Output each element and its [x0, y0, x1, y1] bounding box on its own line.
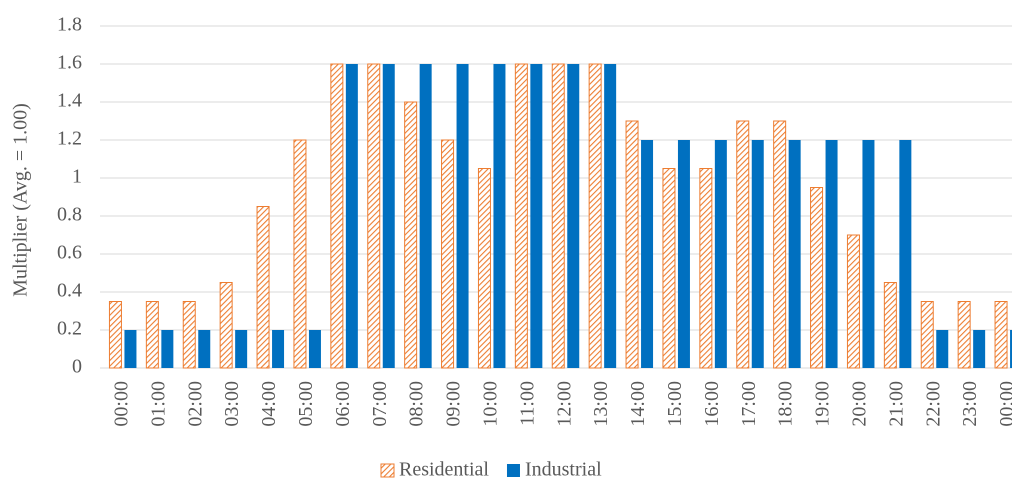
- x-tick-label: 08:00: [406, 381, 428, 427]
- bar: [272, 330, 285, 368]
- legend-swatch: [380, 463, 395, 478]
- x-tick-label: 06:00: [332, 381, 354, 427]
- x-tick-label: 03:00: [221, 381, 243, 427]
- bar: [345, 64, 358, 368]
- bar: [419, 64, 432, 368]
- bar: [456, 64, 469, 368]
- bar: [973, 330, 986, 368]
- x-tick-label: 05:00: [295, 381, 317, 427]
- bar: [625, 120, 639, 369]
- x-tick-label: 07:00: [369, 381, 391, 427]
- y-tick-label: 0: [72, 356, 82, 378]
- bar: [108, 301, 122, 369]
- bar: [899, 140, 912, 368]
- x-tick-label: 09:00: [443, 381, 465, 427]
- x-tick-label: 11:00: [516, 381, 538, 426]
- x-tick-label: 00:00: [996, 381, 1012, 427]
- x-tick-label: 12:00: [553, 381, 575, 427]
- x-tick-label: 01:00: [147, 381, 169, 427]
- bar: [182, 301, 196, 369]
- x-tick-label: 02:00: [184, 381, 206, 427]
- bar: [1010, 330, 1012, 368]
- x-tick-label: 10:00: [480, 381, 502, 427]
- y-tick-label: 1.4: [57, 90, 82, 112]
- bar: [404, 101, 418, 369]
- y-tick-label: 0.8: [57, 204, 82, 226]
- x-tick-label: 22:00: [922, 381, 944, 427]
- bar: [514, 63, 528, 369]
- x-tick-label: 21:00: [885, 381, 907, 427]
- bar: [788, 140, 801, 368]
- legend-swatch: [506, 464, 520, 477]
- bar: [293, 139, 307, 369]
- bar: [308, 330, 321, 368]
- bar: [367, 63, 381, 369]
- y-tick-label: 0.4: [57, 280, 82, 302]
- bar: [588, 63, 602, 369]
- bar: [145, 301, 159, 369]
- y-axis-title: Multiplier (Avg. = 1.00): [10, 103, 32, 297]
- x-tick-label: 13:00: [590, 381, 612, 427]
- x-tick-label: 23:00: [959, 381, 981, 427]
- bar: [751, 140, 764, 368]
- x-tick-label: 00:00: [111, 381, 133, 427]
- bar: [773, 120, 787, 369]
- y-tick-label: 0.2: [57, 318, 82, 340]
- y-tick-label: 1.6: [57, 52, 82, 74]
- legend-label: Industrial: [525, 459, 602, 481]
- bar: [382, 64, 395, 368]
- bar: [256, 206, 270, 369]
- bar: [920, 301, 934, 369]
- bar: [235, 330, 248, 368]
- bar: [124, 330, 137, 368]
- legend-label: Residential: [399, 459, 489, 481]
- x-tick-label: 14:00: [627, 381, 649, 427]
- bar: [994, 301, 1008, 369]
- bar: [936, 330, 949, 368]
- bar: [662, 168, 676, 369]
- x-tick-label: 17:00: [738, 381, 760, 427]
- bar: [641, 140, 654, 368]
- bar: [825, 140, 838, 368]
- bar: [198, 330, 211, 368]
- bar: [883, 282, 897, 369]
- bar: [441, 139, 455, 369]
- bar: [604, 64, 617, 368]
- x-tick-label: 20:00: [849, 381, 871, 427]
- bar: [714, 140, 727, 368]
- bar: [567, 64, 580, 368]
- bar: [736, 120, 750, 369]
- bar: [810, 187, 824, 369]
- y-tick-label: 1.8: [57, 14, 82, 36]
- x-tick-label: 16:00: [701, 381, 723, 427]
- bar: [477, 168, 491, 369]
- bar: [530, 64, 543, 368]
- x-tick-label: 04:00: [258, 381, 280, 427]
- bar: [677, 140, 690, 368]
- y-tick-label: 1.2: [57, 128, 82, 150]
- bar: [161, 330, 174, 368]
- bar: [551, 63, 565, 369]
- bar: [957, 301, 971, 369]
- bar: [493, 64, 506, 368]
- bar: [699, 168, 713, 369]
- x-tick-label: 19:00: [812, 381, 834, 427]
- y-tick-label: 0.6: [57, 242, 82, 264]
- x-tick-label: 18:00: [775, 381, 797, 427]
- bar: [862, 140, 875, 368]
- bar: [846, 234, 860, 369]
- y-tick-label: 1: [72, 166, 82, 188]
- x-tick-label: 15:00: [664, 381, 686, 427]
- bar: [219, 282, 233, 369]
- bar: [330, 63, 344, 369]
